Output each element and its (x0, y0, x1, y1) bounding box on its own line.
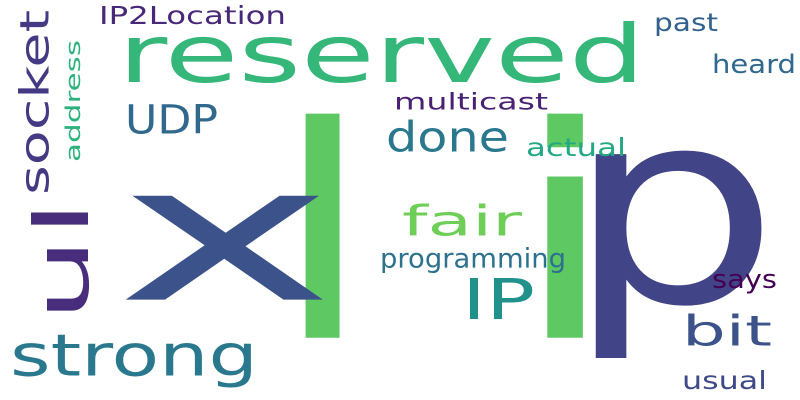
word-i: i (510, 63, 620, 400)
word-programming: programming (380, 242, 566, 275)
word-ip2location: IP2Location (99, 0, 286, 30)
word-past: past (654, 7, 718, 37)
word-x: x (115, 122, 335, 346)
word-ip: IP (462, 266, 535, 333)
word-p: p (565, 50, 780, 367)
word-actual: actual (526, 132, 626, 162)
word-ul: ul (18, 200, 106, 322)
word-bit: bit (682, 306, 772, 356)
word-address: address (61, 40, 85, 162)
word-socket: socket (11, 9, 59, 195)
word-usual: usual (682, 365, 767, 395)
word-done: done (386, 112, 509, 162)
word-multicast: multicast (394, 87, 548, 115)
word-fair: fair (402, 196, 522, 246)
word-strong: strong (10, 321, 258, 390)
word-heard: heard (712, 48, 796, 80)
word-reserved: reserved (118, 7, 645, 102)
word-udp: UDP (125, 96, 218, 144)
word-says: says (712, 263, 777, 295)
word-l: l (270, 63, 375, 400)
